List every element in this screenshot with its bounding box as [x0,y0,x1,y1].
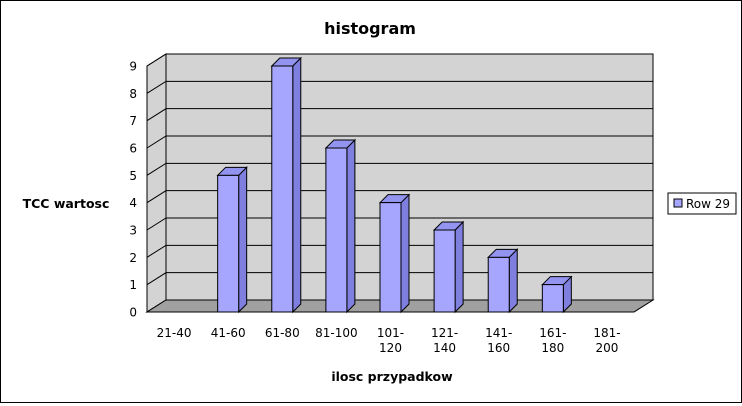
y-tick-label: 7 [129,114,137,128]
gridline [146,135,653,149]
bar [216,166,248,314]
x-tick-label: 141-160 [485,326,512,355]
legend-box [667,192,737,215]
bar-front [541,284,564,313]
bar [270,56,302,314]
y-tick-label: 3 [129,224,137,238]
y-tick-label: 9 [129,60,137,74]
y-tick-label: 8 [129,87,137,101]
bar [541,275,573,314]
bar-side [238,166,248,314]
bar-front [271,65,294,313]
bar [324,138,357,314]
chart-title: histogram [324,19,416,38]
bar-side [454,220,464,314]
x-tick-label: 181-200 [593,326,620,355]
bar-side [508,248,518,314]
bar [432,220,465,314]
plot-area: 0 1 2 3 4 5 6 7 8 9 21-40 41-60 61-80 81-100 101-120 12… [129,53,655,355]
x-tick-label: 41-60 [211,326,246,340]
y-tick-label: 1 [129,278,137,292]
gridline [146,108,653,122]
gridline [146,190,653,204]
bar-side [346,138,356,314]
gridline [146,80,653,94]
gridline [146,217,653,231]
bar-side [400,193,410,314]
bar-front [487,256,510,313]
x-tick-label: 81-100 [315,326,358,340]
bar [487,248,519,314]
bar-front [325,147,348,313]
y-tick-label: 4 [129,196,137,210]
side-wall [146,53,167,313]
bar-front [379,202,402,313]
y-tick-label: 2 [129,251,137,265]
x-tick-label: 61-80 [265,326,300,340]
legend-entry: Row 29 [686,197,730,211]
gridline [146,162,653,176]
y-tick-label: 0 [129,306,137,320]
legend-swatch [673,198,683,208]
x-tick-label: 21-40 [157,326,192,340]
bar-front [217,174,240,313]
x-tick-label: 121-140 [431,326,458,355]
x-tick-label: 101-120 [377,326,404,355]
legend: Row 29 [667,192,737,215]
gridline [146,53,653,67]
y-tick-label: 6 [129,142,137,156]
x-axis-label: ilosc przypadkow [331,369,453,384]
bar-front [433,229,456,313]
y-axis-label: TCC wartosc [23,196,110,211]
gridline [146,244,653,258]
x-tick-label: 161-180 [539,326,566,355]
bar [378,193,411,314]
y-tick-label: 5 [129,169,137,183]
bar-side [292,56,302,314]
